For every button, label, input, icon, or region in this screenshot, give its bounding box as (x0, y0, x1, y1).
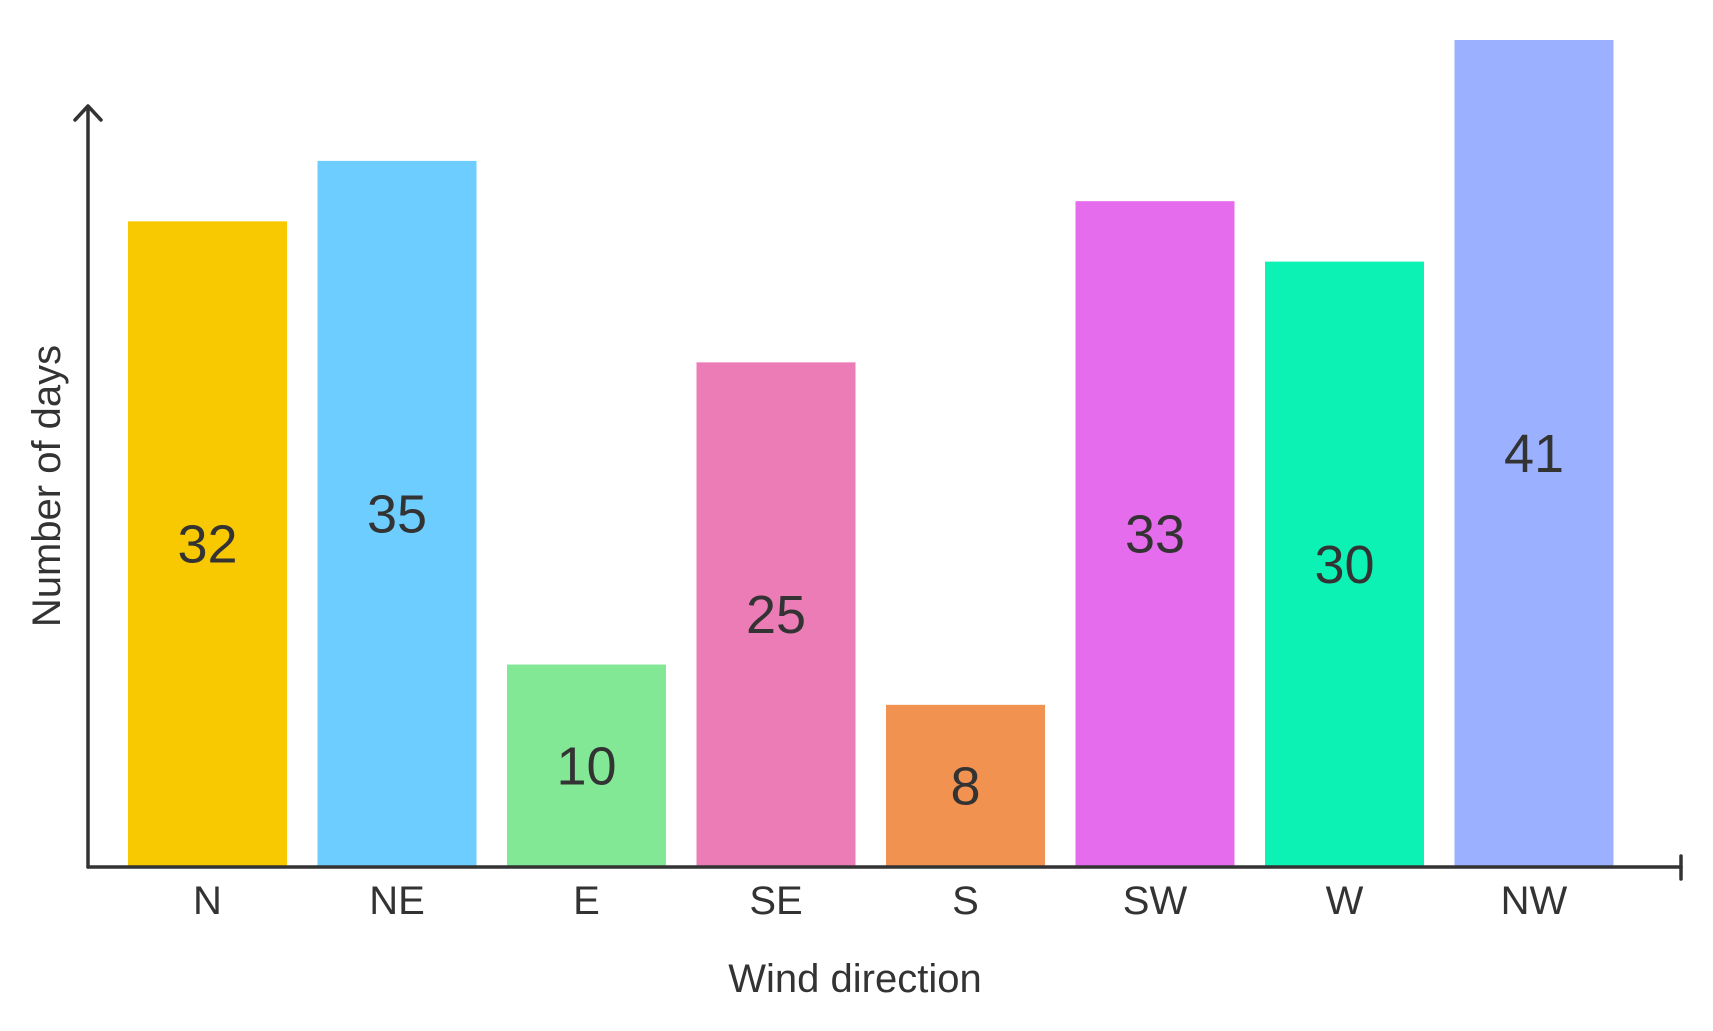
x-tick-label-s: S (952, 879, 979, 923)
bar-value-label-w: 30 (1314, 535, 1374, 595)
x-axis-title: Wind direction (728, 957, 981, 1001)
bar-ne (317, 160, 477, 866)
y-axis-arrowhead (73, 104, 103, 122)
bar-value-label-se: 25 (746, 585, 806, 645)
bar-e (507, 664, 666, 866)
bar-s (886, 704, 1045, 866)
x-tick-label-se: SE (749, 879, 802, 923)
bar-sw (1075, 201, 1235, 867)
x-tick-label-w: W (1326, 879, 1364, 923)
value-labels-group: 32 35 10 25 8 33 30 41 (177, 424, 1564, 816)
x-tick-label-nw: NW (1501, 879, 1568, 923)
bar-n (128, 221, 287, 866)
x-tick-label-sw: SW (1123, 879, 1188, 923)
y-axis-title: Number of days (25, 345, 69, 627)
bar-se (696, 362, 856, 866)
x-tick-label-n: N (193, 879, 222, 923)
x-tick-label-e: E (573, 879, 600, 923)
bar-value-label-s: 8 (950, 756, 980, 816)
bar-w (1265, 261, 1424, 866)
x-tick-label-ne: NE (369, 879, 425, 923)
bars-group (128, 40, 1614, 867)
bar-value-label-e: 10 (556, 736, 616, 796)
bar-value-label-ne: 35 (367, 484, 427, 544)
bar-value-label-n: 32 (177, 515, 237, 575)
bar-value-label-nw: 41 (1504, 424, 1564, 484)
bar-value-label-sw: 33 (1125, 505, 1185, 565)
x-tick-labels-group: N NE E SE S SW W NW (193, 879, 1568, 923)
bar-nw (1454, 40, 1614, 866)
